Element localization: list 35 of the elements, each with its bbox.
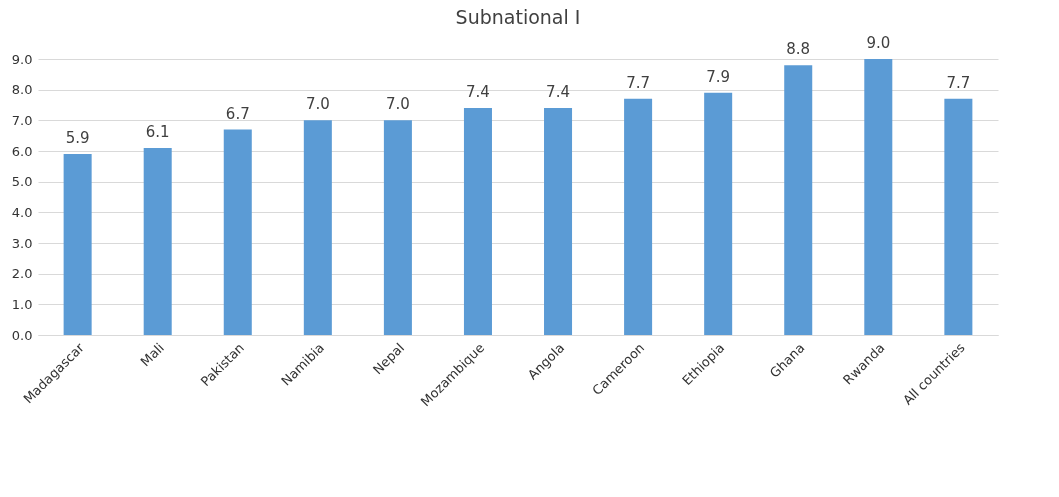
data-label: 6.7: [225, 104, 250, 123]
chart-title: Subnational I: [455, 6, 581, 28]
bar: [944, 98, 973, 335]
data-label: 7.7: [626, 73, 651, 92]
bar: [544, 108, 573, 335]
data-label: 7.9: [706, 67, 731, 86]
y-tick-label: 1.0: [11, 296, 33, 312]
data-label: 6.1: [145, 122, 170, 141]
bar: [143, 147, 172, 335]
data-label: 7.4: [466, 83, 490, 102]
bar: [63, 154, 92, 335]
y-tick-label: 8.0: [11, 82, 33, 98]
bar: [864, 59, 893, 335]
bar: [624, 98, 653, 335]
data-label: 9.0: [866, 34, 891, 52]
y-tick-label: 6.0: [11, 143, 33, 159]
bar: [784, 65, 813, 335]
data-label: 8.8: [786, 40, 811, 59]
data-label: 7.4: [546, 83, 570, 102]
y-tick-label: 5.0: [11, 174, 33, 190]
data-label: 7.7: [946, 73, 971, 92]
bar: [463, 108, 492, 335]
data-label: 7.0: [305, 95, 330, 114]
y-tick-label: 9.0: [11, 51, 33, 67]
y-tick-label: 7.0: [11, 112, 33, 128]
y-tick-label: 3.0: [11, 235, 33, 251]
bar: [303, 120, 332, 335]
y-tick-label: 0.0: [11, 327, 33, 343]
y-tick-label: 2.0: [11, 266, 33, 282]
bar: [223, 129, 252, 335]
data-label: 7.0: [385, 95, 410, 114]
y-tick-label: 4.0: [11, 204, 33, 220]
bar: [704, 92, 733, 335]
bar: [383, 120, 412, 335]
data-label: 5.9: [65, 129, 90, 148]
